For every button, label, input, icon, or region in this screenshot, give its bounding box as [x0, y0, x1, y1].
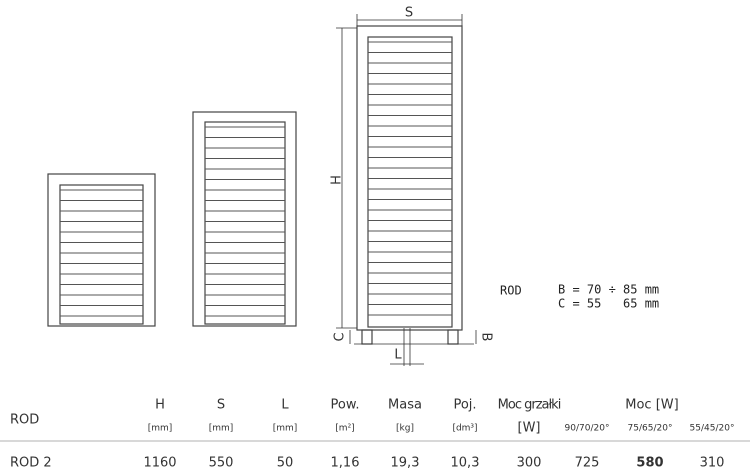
spec-table: ROD H [mm] S [mm] L [mm] Pow. [m²] Masa [kg] Poj. [d… [10, 398, 734, 471]
dim-label: H [330, 175, 345, 185]
table-cell: 725 [575, 456, 600, 471]
column-unit: [mm] [148, 424, 173, 434]
column-unit: [mm] [273, 424, 298, 434]
column-unit: 55/45/20° [690, 424, 735, 434]
column-header: L [281, 398, 289, 413]
column-unit: [kg] [396, 424, 414, 434]
column-unit: [W] [518, 421, 541, 436]
radiator-small-inner [59, 184, 144, 325]
column-unit: [mm] [209, 424, 234, 434]
radiator-large-inner [367, 36, 453, 328]
note-line: B = 70 ÷ 85 mm [558, 283, 659, 297]
table-cell: 310 [700, 456, 725, 471]
radiator-large [356, 25, 463, 331]
table-cell: 300 [517, 456, 542, 471]
table-cell: 580 [636, 456, 663, 471]
column-unit: 75/65/20° [628, 424, 673, 434]
column-header: Masa [388, 398, 422, 413]
dim-label: B [479, 333, 494, 342]
table-cell: 1160 [143, 456, 176, 471]
note-model: ROD [500, 284, 522, 298]
table-cell: 50 [277, 456, 294, 471]
column-unit: [m²] [335, 424, 354, 434]
column-header: Moc [W] [625, 398, 678, 413]
table-cell: ROD 2 [10, 456, 52, 471]
table-cell: 19,3 [391, 456, 420, 471]
table-cell: 550 [209, 456, 234, 471]
radiator-medium [192, 111, 297, 327]
column-unit: 90/70/20° [565, 424, 610, 434]
dim-label: L [394, 348, 402, 363]
bracket [361, 329, 373, 345]
bracket [447, 329, 459, 345]
radiator-small [47, 173, 156, 327]
table-cell: 10,3 [451, 456, 480, 471]
column-unit: [dm³] [452, 424, 477, 434]
row-header: ROD [10, 413, 39, 428]
column-header: H [155, 398, 165, 413]
radiator-drawings [47, 25, 463, 345]
dim-label: S [405, 6, 413, 21]
column-header: Pow. [331, 398, 360, 413]
dimensions: S H C L B [330, 6, 494, 366]
column-header: S [217, 398, 225, 413]
note-line: C = 55 65 mm [558, 297, 659, 311]
table-cell: 1,16 [331, 456, 360, 471]
column-header: Moc grzałki [498, 398, 561, 413]
dim-label: C [333, 332, 348, 341]
column-header: Poj. [453, 398, 476, 413]
radiator-medium-inner [204, 121, 286, 325]
